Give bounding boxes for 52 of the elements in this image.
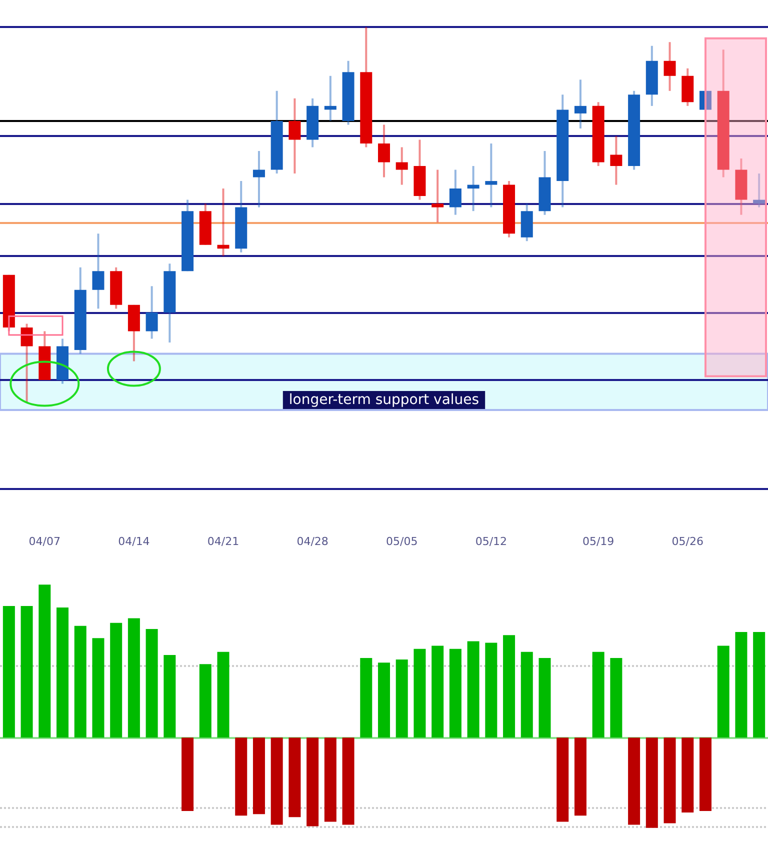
x-tick-label: 05/05 xyxy=(386,535,418,548)
bar xyxy=(414,648,426,738)
bar xyxy=(270,738,283,825)
bar xyxy=(110,622,122,738)
bar xyxy=(146,628,158,738)
bar xyxy=(164,654,176,738)
x-tick-label: 04/21 xyxy=(207,535,240,548)
bar xyxy=(574,738,586,816)
bar xyxy=(449,648,462,738)
bar xyxy=(378,662,390,738)
bar xyxy=(20,606,33,738)
bar xyxy=(717,646,730,738)
bar xyxy=(699,738,712,812)
band-label: longer-term support values xyxy=(288,392,480,408)
bar xyxy=(646,738,658,828)
bar xyxy=(735,632,748,738)
bar xyxy=(56,608,69,738)
bar xyxy=(2,606,15,738)
bar xyxy=(360,658,372,738)
bar xyxy=(520,652,533,738)
bar xyxy=(753,632,766,738)
bar xyxy=(128,618,140,738)
bar xyxy=(556,738,569,822)
bar xyxy=(342,738,354,825)
bar xyxy=(38,584,51,738)
bar xyxy=(538,658,551,738)
bar xyxy=(682,738,694,813)
bar xyxy=(664,738,676,824)
bar xyxy=(288,738,301,818)
bar xyxy=(74,626,86,738)
bar xyxy=(217,652,230,738)
bar xyxy=(235,738,248,816)
bar xyxy=(396,660,408,738)
x-tick-label: 05/26 xyxy=(672,535,704,548)
x-tick-label: 04/07 xyxy=(28,535,61,548)
bar xyxy=(432,646,444,738)
bar xyxy=(252,738,265,814)
bar xyxy=(467,641,480,738)
bar xyxy=(306,738,319,826)
bar xyxy=(592,652,604,738)
x-tick-label: 04/28 xyxy=(296,535,328,548)
bar xyxy=(485,642,498,738)
bar xyxy=(199,664,212,738)
x-tick-label: 05/19 xyxy=(582,535,614,548)
bar xyxy=(92,638,104,738)
x-tick-label: 04/14 xyxy=(118,535,150,548)
bar xyxy=(182,738,194,812)
bar xyxy=(503,635,516,738)
bar xyxy=(324,738,336,822)
bar xyxy=(610,658,622,738)
x-tick-label: 05/12 xyxy=(475,535,508,548)
bar xyxy=(628,738,640,825)
